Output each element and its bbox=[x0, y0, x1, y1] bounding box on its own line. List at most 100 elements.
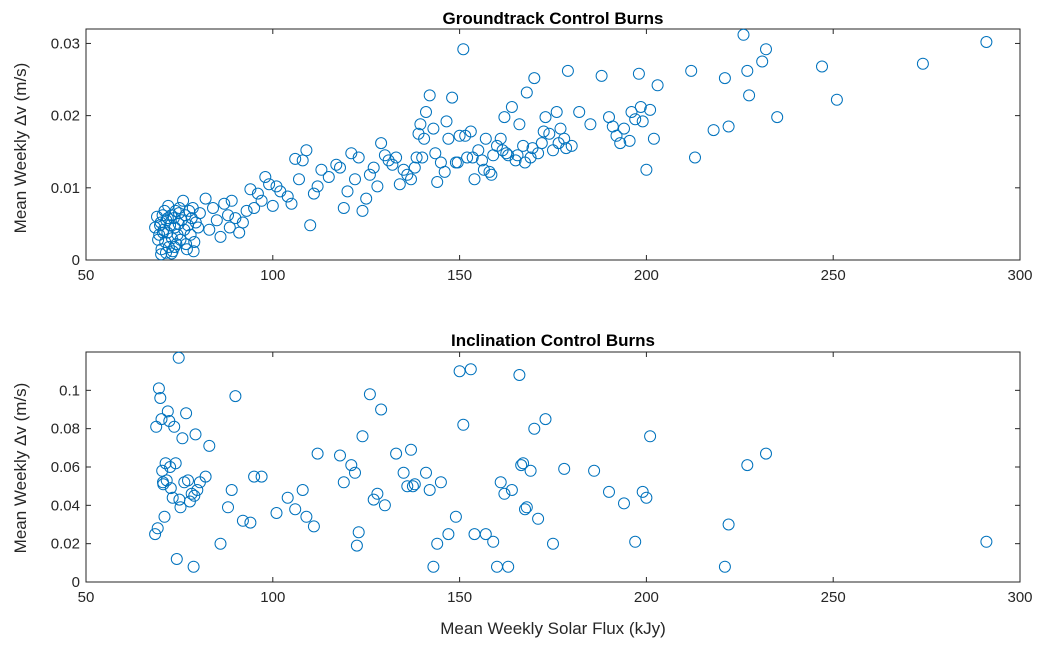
groundtrack-point bbox=[405, 173, 417, 186]
inclination-point bbox=[517, 457, 530, 470]
groundtrack-point bbox=[341, 185, 354, 198]
groundtrack-point bbox=[218, 197, 231, 210]
groundtrack-point bbox=[614, 137, 627, 150]
groundtrack-point bbox=[259, 171, 272, 183]
groundtrack-point bbox=[188, 236, 201, 248]
groundtrack-x-tick-label: 100 bbox=[260, 267, 285, 284]
groundtrack-point bbox=[165, 247, 178, 260]
inclination-point bbox=[187, 560, 200, 573]
inclination-point bbox=[760, 447, 772, 460]
groundtrack-point bbox=[513, 118, 526, 131]
groundtrack-point bbox=[500, 147, 513, 160]
inclination-point bbox=[222, 501, 234, 514]
groundtrack-point bbox=[170, 238, 183, 251]
inclination-point bbox=[191, 484, 204, 496]
inclination-point bbox=[479, 528, 492, 541]
groundtrack-point bbox=[451, 156, 464, 169]
inclination-point bbox=[161, 405, 174, 418]
groundtrack-point bbox=[561, 64, 574, 77]
groundtrack-points bbox=[149, 28, 993, 261]
groundtrack-chart-title: Groundtrack Control Burns bbox=[442, 9, 663, 28]
inclination-point bbox=[155, 413, 168, 426]
inclination-point bbox=[457, 418, 470, 431]
groundtrack-y-axis-label: Mean Weekly Δv (m/s) bbox=[11, 63, 30, 234]
groundtrack-point bbox=[408, 161, 421, 174]
inclination-point bbox=[164, 482, 177, 495]
groundtrack-point bbox=[304, 219, 317, 232]
inclination-x-tick-label: 200 bbox=[634, 589, 659, 606]
groundtrack-point bbox=[722, 120, 735, 133]
inclination-x-tick-label: 300 bbox=[1007, 589, 1032, 606]
inclination-point bbox=[170, 553, 183, 565]
groundtrack-point bbox=[356, 204, 369, 217]
inclination-point bbox=[289, 503, 302, 516]
groundtrack-point bbox=[526, 142, 539, 155]
inclination-point bbox=[367, 493, 380, 506]
inclination-point bbox=[300, 510, 313, 523]
groundtrack-point bbox=[255, 194, 268, 207]
inclination-point bbox=[431, 537, 444, 550]
inclination-point bbox=[741, 459, 754, 472]
inclination-point bbox=[980, 535, 993, 548]
inclination-point bbox=[154, 392, 167, 404]
inclination-point bbox=[225, 484, 238, 496]
inclination-point bbox=[498, 487, 511, 500]
inclination-point bbox=[156, 464, 169, 477]
groundtrack-point bbox=[511, 149, 524, 162]
groundtrack-point bbox=[771, 111, 784, 124]
x-axis-label: Mean Weekly Solar Flux (kJy) bbox=[440, 619, 665, 638]
groundtrack-point bbox=[168, 241, 181, 253]
groundtrack-y-tick-label: 0.01 bbox=[51, 180, 80, 197]
inclination-point bbox=[449, 510, 462, 523]
inclination-x-tick-label: 50 bbox=[78, 589, 95, 606]
groundtrack-point bbox=[367, 161, 380, 174]
inclination-point bbox=[722, 518, 735, 531]
groundtrack-point bbox=[707, 124, 720, 137]
groundtrack-point bbox=[210, 214, 223, 227]
inclination-point bbox=[397, 466, 410, 479]
inclination-point bbox=[334, 449, 346, 462]
groundtrack-point bbox=[193, 207, 206, 220]
groundtrack-point bbox=[573, 106, 586, 118]
inclination-point bbox=[427, 560, 440, 573]
inclination-point bbox=[180, 407, 193, 420]
inclination-point bbox=[363, 388, 376, 401]
groundtrack-point bbox=[494, 132, 507, 145]
groundtrack-point bbox=[830, 93, 843, 106]
inclination-point bbox=[176, 432, 189, 445]
groundtrack-point bbox=[390, 151, 403, 164]
inclination-point bbox=[375, 403, 388, 416]
inclination-point bbox=[270, 507, 283, 519]
groundtrack-y-tick-label: 0 bbox=[72, 252, 80, 269]
inclination-point bbox=[406, 480, 419, 493]
groundtrack-point bbox=[466, 151, 479, 164]
groundtrack-point bbox=[307, 187, 320, 200]
groundtrack-point bbox=[535, 137, 548, 150]
inclination-point bbox=[434, 476, 447, 489]
groundtrack-point bbox=[537, 125, 550, 138]
groundtrack-point bbox=[360, 192, 373, 205]
groundtrack-point bbox=[187, 245, 200, 258]
groundtrack-point bbox=[528, 72, 541, 85]
groundtrack-point bbox=[689, 151, 701, 164]
groundtrack-point bbox=[414, 118, 427, 131]
inclination-point bbox=[350, 539, 363, 552]
groundtrack-point bbox=[337, 202, 350, 214]
inclination-point bbox=[244, 516, 257, 529]
inclination-point bbox=[151, 522, 164, 535]
groundtrack-point bbox=[498, 111, 511, 124]
groundtrack-point bbox=[647, 132, 660, 145]
inclination-point bbox=[255, 470, 268, 483]
groundtrack-point bbox=[625, 106, 638, 118]
groundtrack-point bbox=[180, 243, 193, 256]
groundtrack-point bbox=[416, 151, 429, 164]
groundtrack-point bbox=[214, 230, 227, 243]
inclination-point bbox=[520, 501, 533, 514]
groundtrack-point bbox=[440, 115, 453, 128]
groundtrack-point bbox=[623, 134, 636, 147]
inclination-chart: Inclination Control Burns Mean Weekly Δv… bbox=[11, 331, 1033, 638]
inclination-point bbox=[172, 351, 185, 364]
inclination-y-ticks: 0 0.02 0.04 0.06 0.08 0.1 bbox=[51, 382, 1020, 591]
